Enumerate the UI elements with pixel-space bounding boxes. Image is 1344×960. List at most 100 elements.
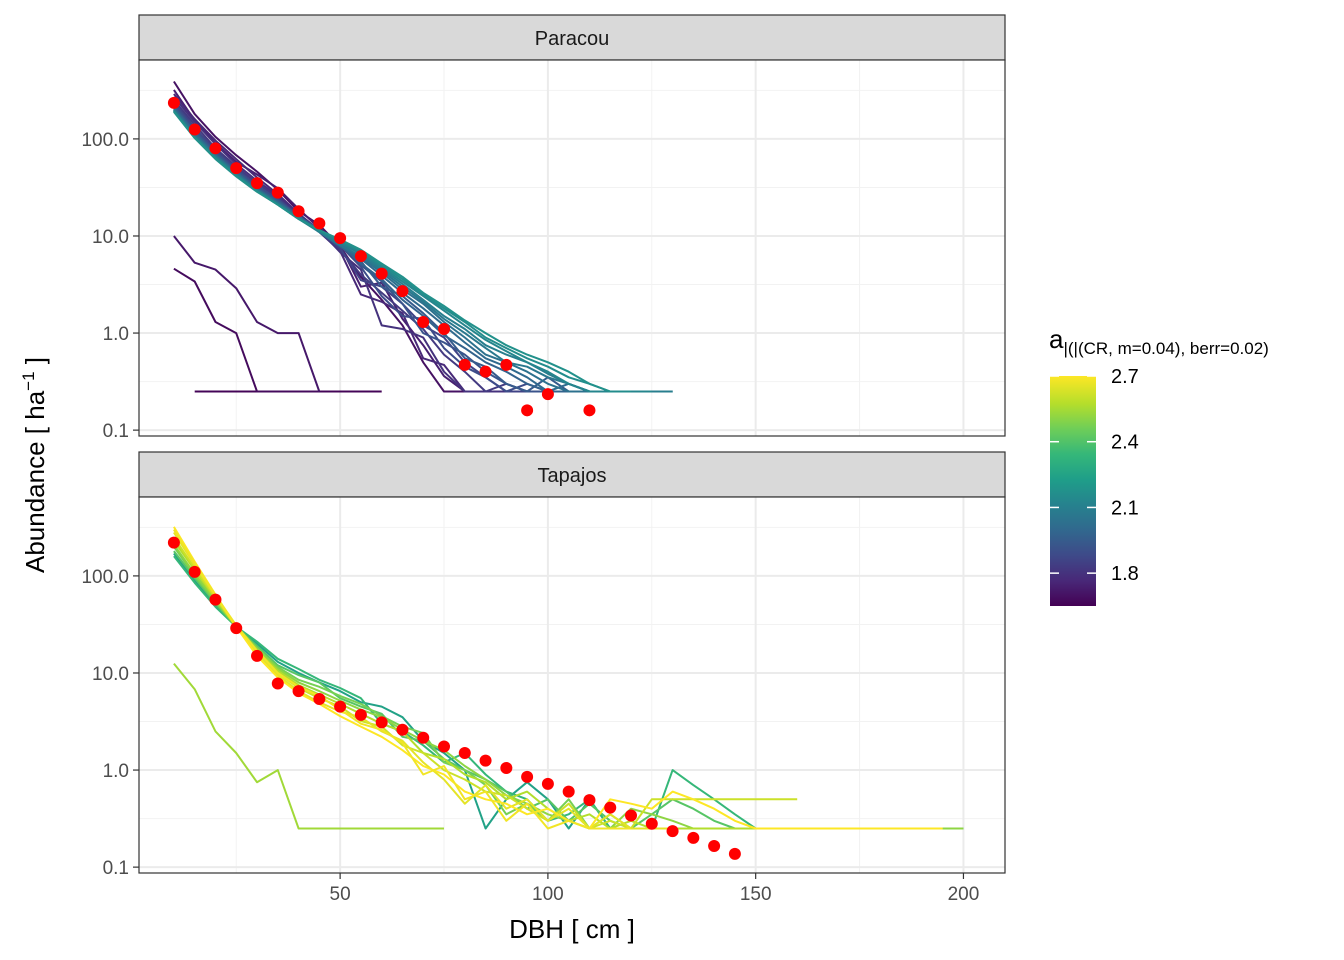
observed-point: [354, 708, 367, 721]
observed-point: [583, 404, 596, 417]
observed-points: [167, 536, 741, 860]
observed-point: [666, 825, 679, 838]
observed-point: [604, 801, 617, 814]
y-axis-title-end: ]: [20, 357, 50, 371]
observed-point: [375, 716, 388, 729]
observed-point: [728, 847, 741, 860]
series-line: [173, 529, 631, 830]
observed-point: [479, 754, 492, 767]
y-tick-label: 100.0: [81, 567, 129, 588]
observed-point: [583, 794, 596, 807]
series-line: [173, 540, 798, 830]
observed-point: [645, 817, 658, 830]
colorbar: [1050, 376, 1096, 606]
y-axis: 0.1 1.0 10.0 100.0: [81, 130, 139, 442]
observed-point: [458, 358, 471, 371]
observed-point: [541, 388, 554, 401]
observed-point: [251, 177, 264, 190]
observed-point: [417, 315, 430, 328]
y-axis-title: Abundance [ ha−1 ]: [19, 357, 50, 573]
legend-title-main: a: [1049, 324, 1064, 354]
observed-point: [354, 250, 367, 263]
observed-point: [230, 162, 243, 175]
observed-point: [271, 186, 284, 199]
observed-point: [396, 723, 409, 736]
y-axis-title-superscript: −1: [19, 371, 38, 390]
colorbar-tick-label: 2.7: [1111, 366, 1139, 388]
observed-point: [438, 323, 451, 336]
observed-point: [687, 831, 700, 844]
series-line: [173, 552, 631, 830]
observed-point: [417, 731, 430, 744]
observed-point: [458, 746, 471, 759]
y-tick-label: 0.1: [103, 858, 129, 879]
observed-point: [500, 761, 513, 774]
colorbar-tick-label: 2.4: [1111, 432, 1139, 454]
series-line: [173, 235, 321, 392]
plot-background: [139, 60, 1005, 436]
panel-tapajos: Tapajos 0.1 1.0 10.0 100.0 50 100 150 200: [81, 451, 1006, 905]
observed-point: [521, 770, 534, 783]
plot-background: [139, 497, 1005, 873]
x-axis-title: DBH [ cm ]: [509, 914, 635, 944]
observed-point: [188, 123, 201, 136]
observed-point: [396, 285, 409, 298]
legend: a|(|(CR, m=0.04), berr=0.02) 1.8 2.1 2.4 2.…: [1049, 324, 1269, 606]
colorbar-tick-label: 2.1: [1111, 497, 1139, 519]
strip-background: [138, 451, 1006, 498]
strip-label: Paracou: [535, 28, 610, 50]
observed-point: [167, 536, 180, 549]
legend-title-subscript: |(|(CR, m=0.04), berr=0.02): [1063, 339, 1268, 358]
x-tick-label: 200: [948, 884, 980, 905]
x-axis: 50 100 150 200: [330, 873, 980, 905]
y-tick-label: 1.0: [103, 324, 129, 345]
observed-point: [313, 217, 326, 230]
observed-point: [271, 677, 284, 690]
observed-point: [708, 840, 721, 853]
panel-border: [138, 496, 1006, 874]
series-line: [173, 267, 320, 393]
observed-point: [625, 809, 638, 822]
y-tick-label: 100.0: [81, 130, 129, 151]
y-tick-label: 10.0: [92, 227, 129, 248]
observed-point: [251, 649, 264, 662]
y-tick-label: 1.0: [103, 761, 129, 782]
observed-point: [167, 96, 180, 109]
observed-point: [521, 404, 534, 417]
observed-point: [541, 777, 554, 790]
series-line: [173, 550, 818, 830]
x-tick-label: 100: [532, 884, 564, 905]
observed-point: [292, 205, 305, 218]
observed-point: [500, 358, 513, 371]
observed-points: [167, 96, 596, 417]
series-line: [173, 662, 444, 830]
gridlines: [139, 497, 1005, 873]
observed-point: [479, 365, 492, 378]
observed-point: [313, 692, 326, 705]
colorbar-tick-label: 1.8: [1111, 563, 1139, 585]
strip-background: [138, 14, 1006, 61]
y-tick-label: 10.0: [92, 664, 129, 685]
strip-label: Tapajos: [538, 465, 607, 487]
observed-point: [562, 785, 575, 798]
panel-border: [138, 59, 1006, 437]
observed-point: [334, 232, 347, 245]
observed-point: [375, 267, 388, 280]
y-axis: 0.1 1.0 10.0 100.0: [81, 567, 139, 879]
observed-point: [209, 142, 222, 155]
observed-point: [292, 685, 305, 698]
colorbar-ticks: 1.8 2.1 2.4 2.7: [1050, 366, 1139, 585]
observed-point: [334, 700, 347, 713]
observed-point: [188, 565, 201, 578]
y-axis-title-main: Abundance [ ha: [20, 390, 50, 573]
x-tick-label: 150: [740, 884, 772, 905]
series-line: [173, 111, 611, 393]
observed-point: [209, 593, 222, 606]
panel-paracou: Paracou 0.1 1.0 10.0 100.0: [81, 14, 1006, 442]
observed-point: [438, 740, 451, 753]
observed-point: [230, 622, 243, 635]
legend-title: a|(|(CR, m=0.04), berr=0.02): [1049, 324, 1269, 358]
x-tick-label: 50: [330, 884, 351, 905]
y-tick-label: 0.1: [103, 421, 129, 442]
